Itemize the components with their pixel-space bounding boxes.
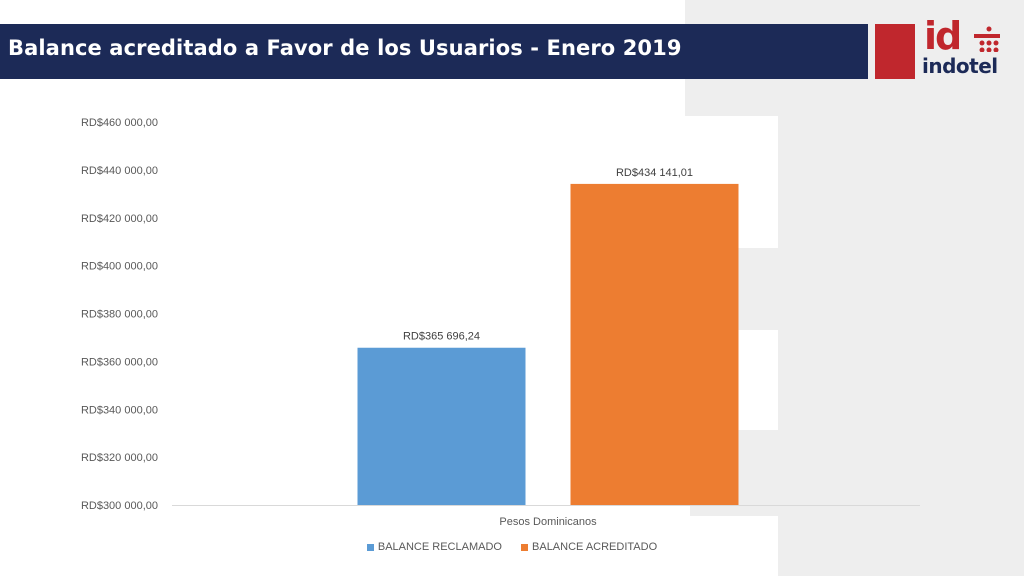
logo-mark: id <box>924 14 962 58</box>
y-tick-label: RD$440 000,00 <box>81 165 158 177</box>
y-tick-label: RD$400 000,00 <box>81 261 158 273</box>
chart-legend: BALANCE RECLAMADO BALANCE ACREDITADO <box>0 541 1024 554</box>
y-tick-label: RD$300 000,00 <box>81 500 158 512</box>
logo-name: indotel <box>922 54 998 78</box>
legend-item-reclamado: BALANCE RECLAMADO <box>366 541 502 553</box>
data-label: RD$365 696,24 <box>403 331 480 343</box>
legend-item-acreditado: BALANCE ACREDITADO <box>521 541 657 553</box>
y-tick-label: RD$360 000,00 <box>81 356 158 368</box>
bar-balance-acreditado <box>570 183 739 505</box>
title-bar <box>0 24 868 79</box>
legend-swatch-acreditado <box>521 543 529 551</box>
logo-keypad-icon <box>974 26 1000 52</box>
bar-balance-reclamado <box>357 347 526 505</box>
y-tick-label: RD$340 000,00 <box>81 404 158 416</box>
background-shape-right <box>778 116 1024 576</box>
legend-label-reclamado: BALANCE RECLAMADO <box>377 541 502 553</box>
logo-red-block <box>875 24 915 79</box>
y-tick-label: RD$460 000,00 <box>81 117 158 129</box>
page-title: Balance acreditado a Favor de los Usuari… <box>8 36 682 60</box>
indotel-logo: id indotel <box>922 14 1004 82</box>
x-category-label: Pesos Dominicanos <box>499 516 597 528</box>
y-tick-label: RD$380 000,00 <box>81 309 158 321</box>
y-tick-label: RD$320 000,00 <box>81 452 158 464</box>
y-tick-label: RD$420 000,00 <box>81 213 158 225</box>
legend-label-acreditado: BALANCE ACREDITADO <box>532 541 658 553</box>
data-label: RD$434 141,01 <box>616 167 693 179</box>
legend-swatch-reclamado <box>366 543 374 551</box>
